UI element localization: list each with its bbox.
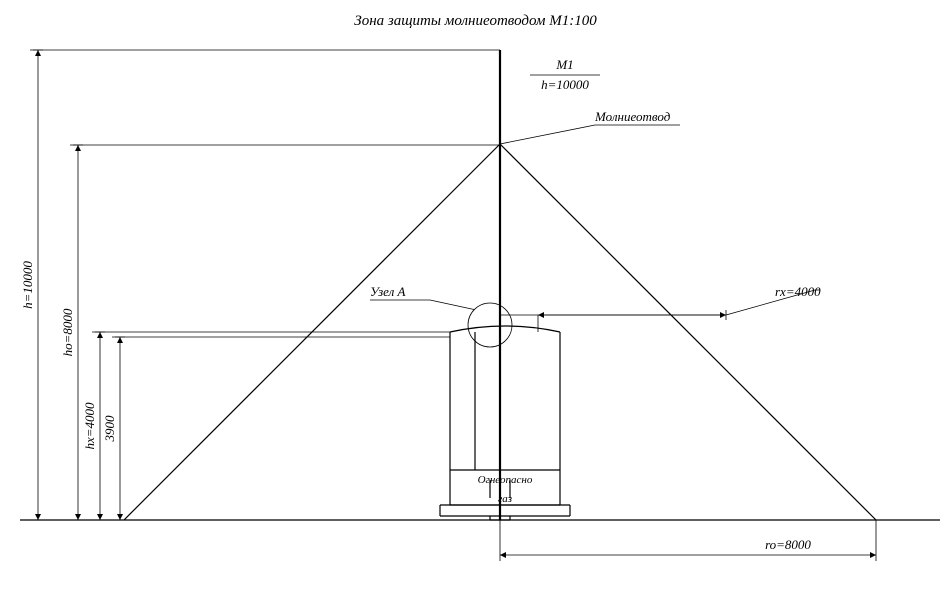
dim-ro-label: ro=8000 — [765, 537, 811, 552]
lightning-protection-diagram: Зона защиты молниеотводом М1:100 М1 h=1000… — [0, 0, 951, 605]
arrow-head — [35, 50, 41, 56]
arrow-head — [35, 514, 41, 520]
label-lightning-rod: Молниеотвод — [594, 109, 671, 124]
diagram-title: Зона защиты молниеотводом М1:100 — [354, 13, 597, 29]
label-rx: rx=4000 — [775, 284, 821, 299]
label-tank-line2: газ — [498, 493, 512, 505]
label-m1: М1 — [555, 57, 573, 72]
dim-3900-label: 3900 — [102, 415, 117, 443]
arrow-head — [75, 145, 81, 151]
dim-ho-label: ho=8000 — [60, 308, 75, 356]
arrow-head — [97, 514, 103, 520]
arrow-head — [117, 514, 123, 520]
tank-top-arc — [450, 326, 560, 332]
leader-lightning-rod-1 — [500, 125, 595, 144]
arrow-head — [870, 552, 876, 558]
label-node-a: Узел А — [370, 284, 406, 299]
cone-right — [500, 144, 876, 520]
dim-h-label: h=10000 — [20, 261, 35, 309]
label-tank-line1: Огнеопасно — [478, 474, 533, 486]
arrow-head — [75, 514, 81, 520]
arrow-head — [97, 332, 103, 338]
arrow-head — [500, 552, 506, 558]
dim-hx-label: hx=4000 — [82, 402, 97, 450]
label-h-eq: h=10000 — [541, 77, 589, 92]
node-a-leader-1 — [430, 300, 475, 310]
arrow-head — [117, 337, 123, 343]
